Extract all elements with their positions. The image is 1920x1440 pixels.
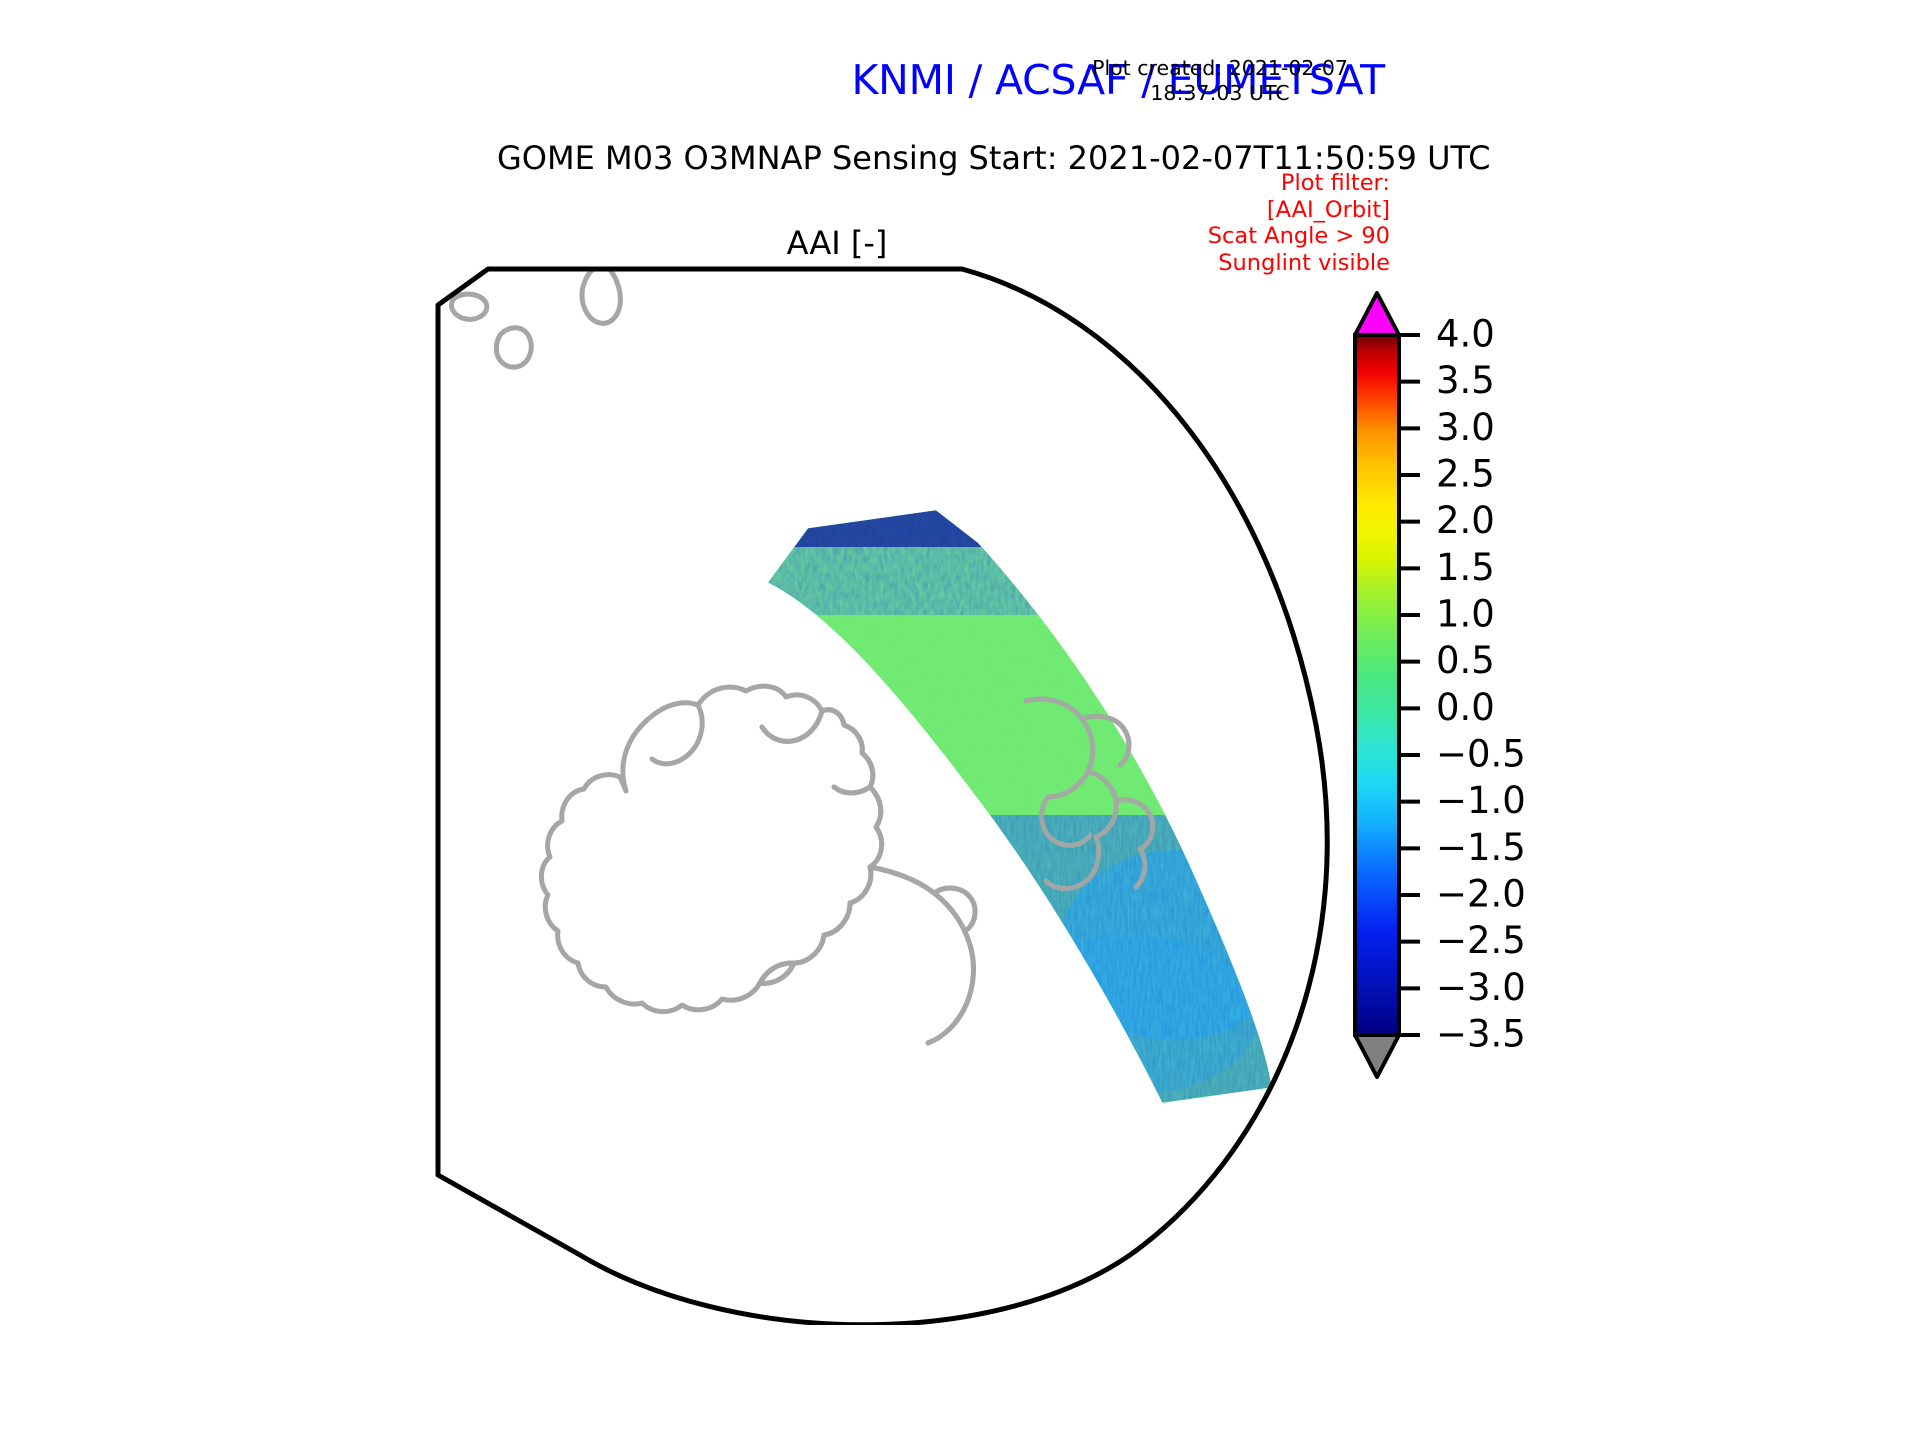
map-background (438, 269, 1328, 1325)
plot-filter-scat-angle: Scat Angle > 90 (1207, 223, 1390, 249)
plot-filter-title: Plot filter: (1280, 170, 1390, 196)
brand-line: KNMI / ACSAF / EUMETSAT (0, 56, 1386, 104)
header: KNMI / ACSAF / EUMETSAT Plot created: 20… (0, 0, 1920, 290)
colorbar-over-arrow (1353, 291, 1401, 337)
colorbar-tick-label: 1.5 (1436, 546, 1495, 589)
colorbar-tick-label: 3.0 (1436, 406, 1495, 449)
plot-filter-block: Plot filter: [AAI_Orbit] Scat Angle > 90… (1090, 170, 1390, 276)
product-name: GOME M03 O3MNAP (497, 139, 822, 177)
colorbar-tick-label: 3.5 (1436, 359, 1495, 402)
colorbar-under-arrow (1353, 1033, 1401, 1079)
colorbar-tick-label: 0.5 (1436, 639, 1495, 682)
colorbar-tick-label: −3.5 (1436, 1013, 1526, 1056)
colorbar-gradient (1353, 333, 1401, 1037)
colorbar-tick-label: 2.0 (1436, 499, 1495, 542)
colorbar-tick-label: 4.0 (1436, 313, 1495, 356)
plot-created-block: Plot created: 2021-02-07 18:37:03 UTC (1055, 56, 1385, 106)
colorbar-tick-labels: 4.03.53.02.52.01.51.00.50.0−0.5−1.0−1.5−… (1436, 313, 1526, 1056)
colorbar-tick-label: −0.5 (1436, 733, 1526, 776)
colorbar-tick-label: 1.0 (1436, 593, 1495, 636)
colorbar-tick-label: −3.0 (1436, 966, 1526, 1009)
plot-created-label: Plot created: (1092, 56, 1223, 80)
map-panel (430, 255, 1390, 1325)
brand-title: KNMI / ACSAF / EUMETSAT (851, 56, 1386, 104)
map-boundary (435, 266, 1330, 1325)
plot-filter-name: [AAI_Orbit] (1266, 196, 1390, 223)
colorbar-tick-label: −1.0 (1436, 779, 1526, 822)
product-info-block: GOME M03 O3MNAP Sensing Start: 2021-02-0… (0, 138, 1491, 179)
map-svg (435, 266, 1330, 1325)
colorbar-ticks (1399, 333, 1420, 1037)
colorbar-tick-label: −2.5 (1436, 919, 1526, 962)
plot-created-timestamp: 2021-02-07 18:37:03 UTC (1150, 56, 1348, 105)
colorbar-svg: 4.03.53.02.52.01.51.00.50.0−0.5−1.0−1.5−… (1353, 291, 1526, 1079)
sensing-start: Sensing Start: 2021-02-07T11:50:59 UTC (831, 139, 1491, 177)
colorbar-tick-label: −2.0 (1436, 873, 1526, 916)
colorbar: 4.0 3.5 3.0 2.5 2.0 1.5 1.0 0.5 0.0 −0.5 −1.0 −1.5−… (1340, 275, 1670, 1105)
colorbar-tick-label: −1.5 (1436, 826, 1526, 869)
colorbar-tick-label: 2.5 (1436, 453, 1495, 496)
colorbar-tick-label: 0.0 (1436, 686, 1495, 729)
quantity-label: AAI [-] (786, 224, 888, 262)
plot-filter-sunglint: Sunglint visible (1218, 249, 1390, 276)
